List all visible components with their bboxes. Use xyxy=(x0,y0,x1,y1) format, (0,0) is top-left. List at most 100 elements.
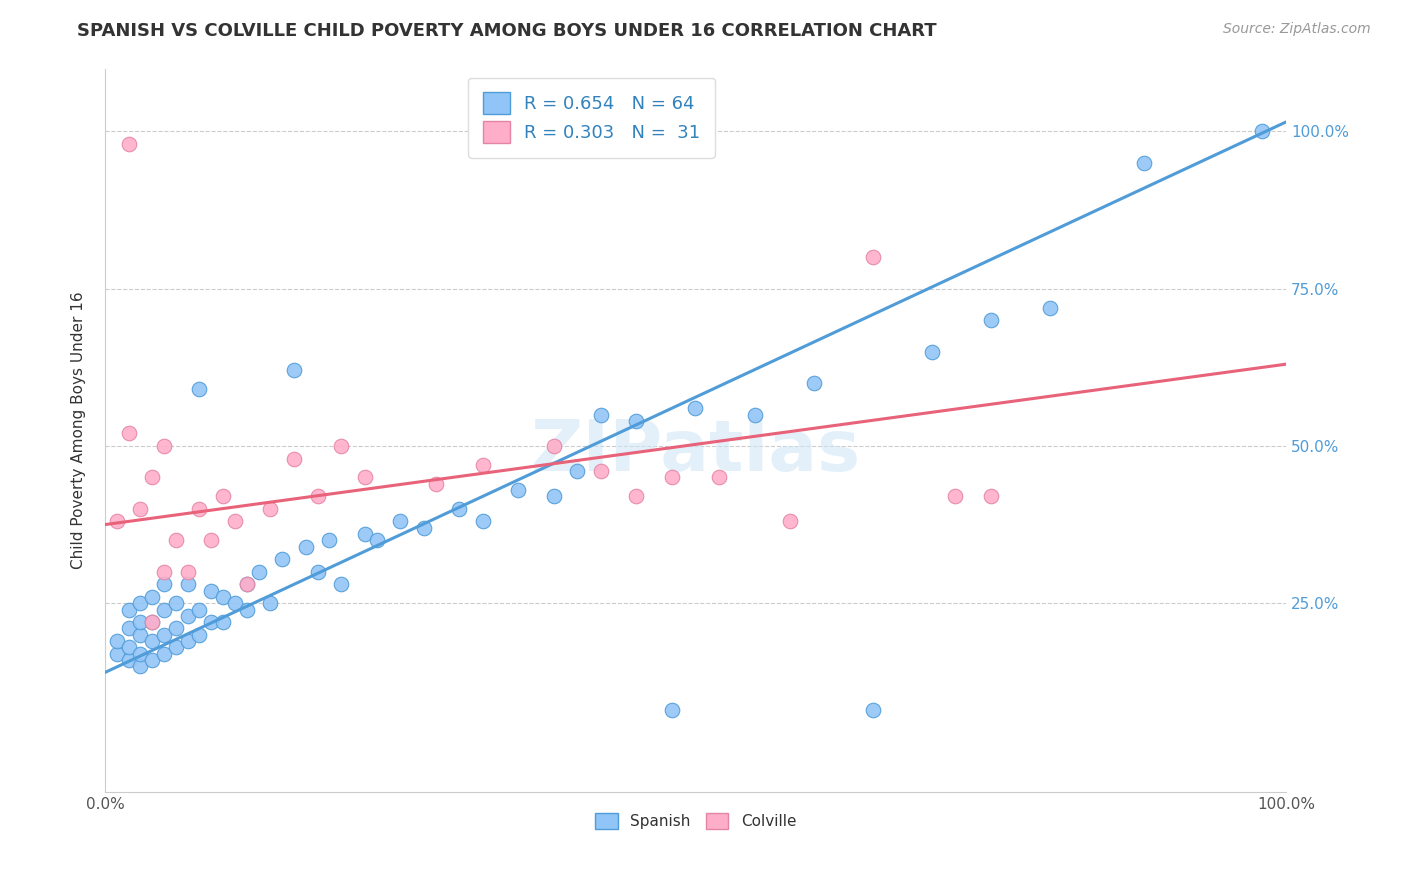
Point xyxy=(129,659,152,673)
Point xyxy=(212,489,235,503)
Point xyxy=(165,596,187,610)
Point xyxy=(105,647,128,661)
Point xyxy=(779,515,801,529)
Point xyxy=(259,501,281,516)
Point xyxy=(366,533,388,548)
Point xyxy=(685,401,707,416)
Point xyxy=(661,703,683,717)
Point xyxy=(188,382,211,396)
Point xyxy=(153,565,176,579)
Point xyxy=(980,489,1002,503)
Text: SPANISH VS COLVILLE CHILD POVERTY AMONG BOYS UNDER 16 CORRELATION CHART: SPANISH VS COLVILLE CHILD POVERTY AMONG … xyxy=(77,22,936,40)
Point xyxy=(153,577,176,591)
Point xyxy=(129,615,152,629)
Legend: Spanish, Colville: Spanish, Colville xyxy=(589,806,803,835)
Point xyxy=(744,408,766,422)
Point xyxy=(117,136,139,151)
Point xyxy=(224,596,246,610)
Point xyxy=(129,628,152,642)
Point xyxy=(129,501,152,516)
Point xyxy=(212,590,235,604)
Point xyxy=(543,439,565,453)
Point xyxy=(412,521,434,535)
Point xyxy=(224,515,246,529)
Point xyxy=(141,615,163,629)
Point xyxy=(153,439,176,453)
Point xyxy=(141,590,163,604)
Point xyxy=(294,540,316,554)
Text: Source: ZipAtlas.com: Source: ZipAtlas.com xyxy=(1223,22,1371,37)
Point xyxy=(589,408,612,422)
Point xyxy=(1133,156,1156,170)
Point xyxy=(117,426,139,441)
Point xyxy=(105,515,128,529)
Point xyxy=(200,615,222,629)
Point xyxy=(626,489,648,503)
Point xyxy=(271,552,294,566)
Point xyxy=(165,621,187,635)
Point xyxy=(129,647,152,661)
Point xyxy=(626,414,648,428)
Point xyxy=(247,565,270,579)
Point xyxy=(235,577,257,591)
Point xyxy=(353,527,375,541)
Point xyxy=(307,565,329,579)
Point xyxy=(176,608,198,623)
Point xyxy=(508,483,530,497)
Point xyxy=(200,533,222,548)
Point xyxy=(176,634,198,648)
Point xyxy=(176,577,198,591)
Point xyxy=(153,647,176,661)
Point xyxy=(1251,124,1274,138)
Point xyxy=(471,458,494,472)
Point xyxy=(567,464,589,478)
Point xyxy=(330,577,353,591)
Point xyxy=(141,634,163,648)
Point xyxy=(980,313,1002,327)
Point xyxy=(188,628,211,642)
Point xyxy=(803,376,825,390)
Point xyxy=(259,596,281,610)
Point xyxy=(307,489,329,503)
Point xyxy=(543,489,565,503)
Point xyxy=(862,703,884,717)
Point xyxy=(141,653,163,667)
Point xyxy=(153,602,176,616)
Point xyxy=(105,634,128,648)
Point xyxy=(117,640,139,655)
Point xyxy=(188,501,211,516)
Point xyxy=(425,476,447,491)
Point xyxy=(153,628,176,642)
Point xyxy=(862,250,884,264)
Point xyxy=(1039,301,1062,315)
Point xyxy=(283,363,305,377)
Point xyxy=(318,533,340,548)
Point xyxy=(176,565,198,579)
Point xyxy=(235,602,257,616)
Point xyxy=(389,515,412,529)
Y-axis label: Child Poverty Among Boys Under 16: Child Poverty Among Boys Under 16 xyxy=(72,292,86,569)
Point xyxy=(330,439,353,453)
Point xyxy=(589,464,612,478)
Point xyxy=(200,583,222,598)
Point xyxy=(661,470,683,484)
Point xyxy=(188,602,211,616)
Point xyxy=(921,344,943,359)
Point xyxy=(943,489,966,503)
Point xyxy=(212,615,235,629)
Text: ZIPatlas: ZIPatlas xyxy=(530,417,860,486)
Point xyxy=(141,615,163,629)
Point xyxy=(117,621,139,635)
Point xyxy=(117,653,139,667)
Point xyxy=(117,602,139,616)
Point xyxy=(707,470,730,484)
Point xyxy=(129,596,152,610)
Point xyxy=(471,515,494,529)
Point xyxy=(141,470,163,484)
Point xyxy=(449,501,471,516)
Point xyxy=(165,533,187,548)
Point xyxy=(165,640,187,655)
Point xyxy=(283,451,305,466)
Point xyxy=(235,577,257,591)
Point xyxy=(353,470,375,484)
